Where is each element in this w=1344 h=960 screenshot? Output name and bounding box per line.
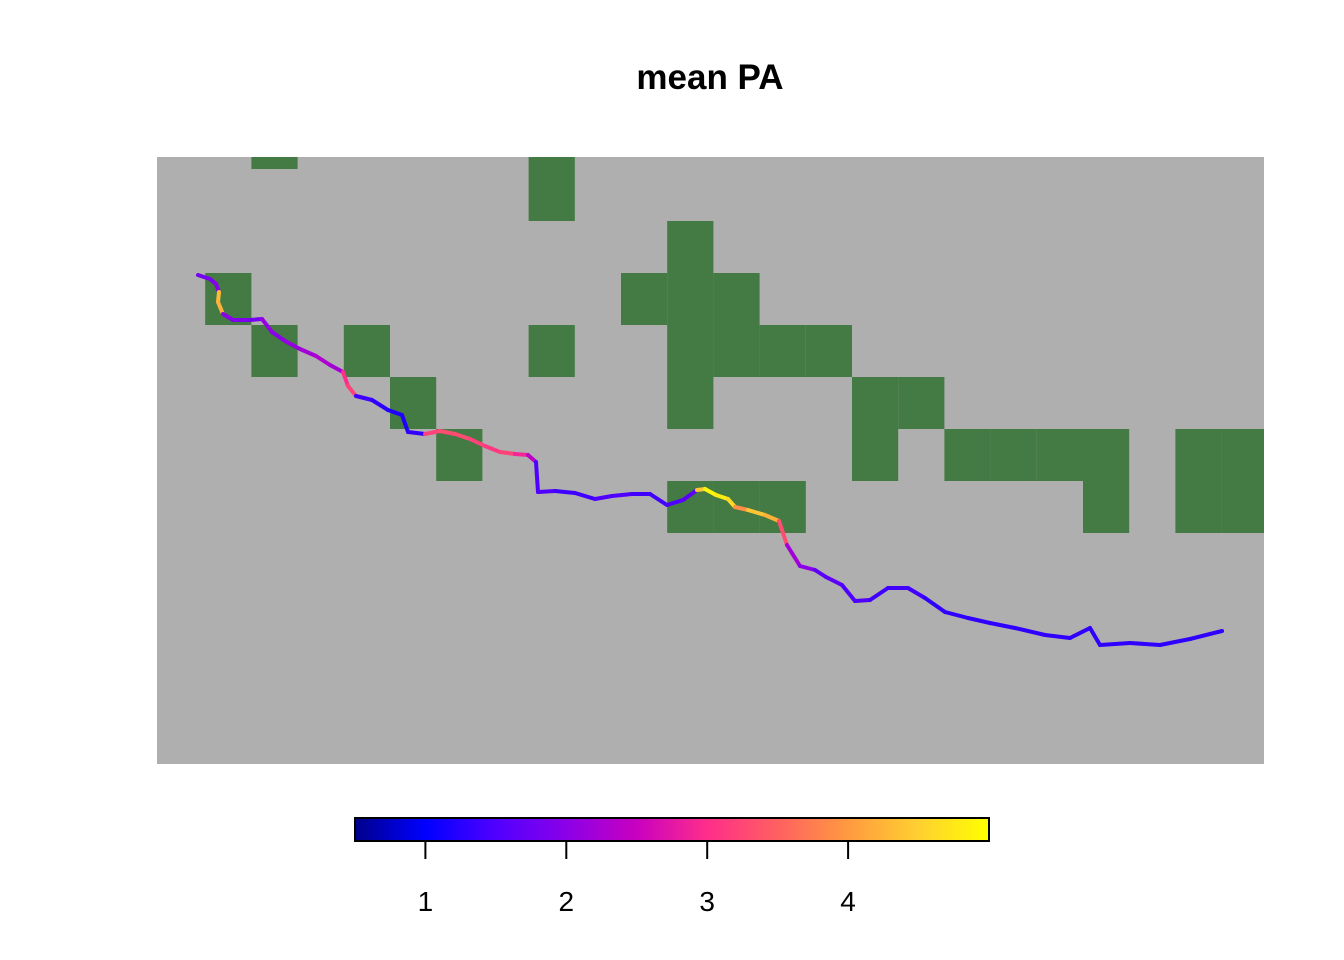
protected-area-cell [852, 377, 899, 429]
protected-area-cell [667, 325, 714, 377]
legend-tick-label: 2 [559, 886, 575, 917]
protected-area-cell [528, 325, 575, 377]
route-segment [703, 487, 718, 497]
route-segment [840, 583, 857, 603]
route-segment [386, 408, 404, 417]
protected-area-cell [1083, 481, 1130, 533]
route-segment [423, 429, 442, 436]
route-segment [593, 494, 614, 501]
route-segment [681, 488, 699, 502]
color-legend: 1 2 3 4 [354, 817, 990, 917]
route-segment [824, 575, 844, 587]
route-segment [733, 505, 750, 512]
protected-area-cell [528, 157, 575, 169]
protected-area-cell [1036, 429, 1083, 481]
route-segment [216, 300, 225, 316]
legend-tick-label: 1 [418, 886, 434, 917]
protected-area-cell [852, 429, 899, 481]
protected-area-cell [621, 273, 668, 325]
protected-area-cell [713, 325, 760, 377]
protected-area-cell [436, 429, 483, 481]
route-segment [468, 437, 487, 448]
protected-area-cell [990, 429, 1037, 481]
route-segment [777, 519, 789, 547]
protected-area-cell [528, 169, 575, 221]
route-segment [763, 513, 781, 523]
route-segment [1158, 637, 1192, 647]
protected-area-layer [205, 157, 1264, 533]
route-segment [260, 317, 274, 334]
route-segment [553, 489, 577, 495]
route-segment [943, 610, 970, 620]
route-segment [498, 450, 517, 456]
route-segment [906, 586, 927, 600]
protected-area-cell [759, 325, 806, 377]
protected-area-cell [1175, 481, 1222, 533]
legend-tick-label: 4 [840, 886, 856, 917]
route-segment [354, 394, 374, 402]
route-segment [746, 508, 767, 517]
route-segment [923, 596, 947, 614]
legend-tick-label: 3 [699, 886, 715, 917]
route-segment [453, 432, 472, 441]
protected-area-cell [667, 221, 714, 273]
route-segment [648, 492, 669, 507]
protected-area-cell [1221, 481, 1264, 533]
route-segment [714, 493, 730, 501]
legend-ticks: 1 2 3 4 [418, 841, 856, 917]
protected-area-cell [805, 325, 852, 377]
route-segment [853, 598, 872, 603]
route-segment [988, 621, 1017, 630]
protected-area-cell [898, 377, 945, 429]
route-segment [298, 347, 318, 358]
map-title: mean PA [636, 58, 784, 97]
route-segment [1013, 626, 1047, 637]
route-segment [1188, 629, 1224, 641]
route-segment [328, 363, 345, 374]
route-segment [370, 398, 390, 412]
route-segment [665, 498, 685, 507]
protected-area-cell [343, 325, 390, 377]
legend-colorbar [354, 817, 990, 842]
route-segment [1068, 626, 1092, 640]
route-segment [868, 586, 890, 602]
river-route [196, 273, 1224, 647]
route-segment [513, 452, 530, 457]
route-segment [785, 543, 802, 568]
route-segment [534, 460, 540, 494]
route-segment [270, 330, 287, 343]
protected-area-cell [713, 273, 760, 325]
protected-area-cell [944, 429, 991, 481]
route-segment [283, 339, 302, 351]
route-segment [341, 370, 350, 388]
protected-area-cell [759, 481, 806, 533]
route-segment [196, 273, 212, 281]
protected-area-cell [1221, 429, 1264, 481]
route-segment [314, 354, 332, 367]
protected-area-cell [667, 377, 714, 429]
route-segment [400, 413, 410, 434]
route-segment [536, 489, 557, 494]
route-segment [406, 430, 427, 436]
route-segment [610, 492, 634, 498]
route-segment [346, 384, 358, 398]
protected-area-cell [1175, 429, 1222, 481]
protected-area-cell [390, 377, 437, 429]
route-segment [573, 491, 597, 501]
route-segment [438, 429, 457, 436]
route-segment [966, 616, 992, 625]
route-segment [483, 444, 502, 454]
route-segment [1128, 641, 1162, 647]
protected-area-cell [251, 157, 298, 169]
route-segment [1043, 633, 1072, 640]
route-segment [813, 568, 828, 579]
protected-area-cell [1083, 429, 1130, 481]
route-segment [798, 564, 817, 572]
route-segment [248, 317, 264, 322]
route-segment [1098, 641, 1132, 647]
protected-area-cell [667, 273, 714, 325]
route-segment [1088, 626, 1102, 647]
